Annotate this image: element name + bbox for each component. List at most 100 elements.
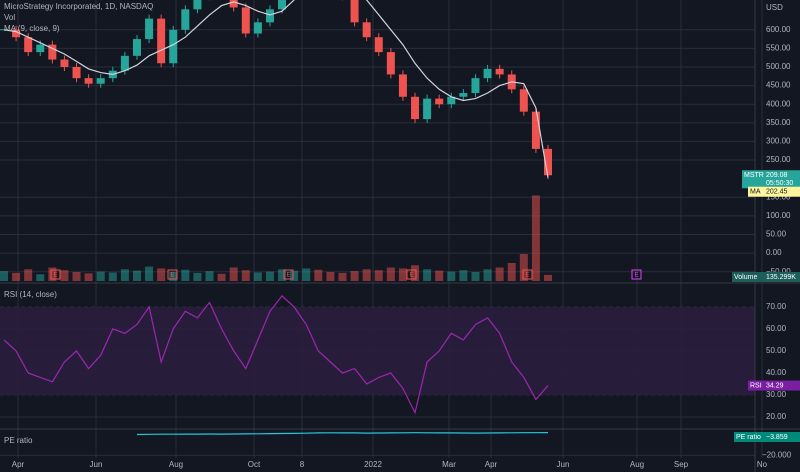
price-badge-name: MSTR [744, 172, 764, 179]
volume-bar [471, 272, 480, 281]
volume-bar [362, 269, 371, 281]
candle [423, 98, 432, 120]
volume-bar [36, 274, 45, 281]
volume-badge-value: 135.299K [766, 274, 796, 281]
candle [48, 44, 57, 60]
volume-bar [278, 269, 287, 281]
earnings-label: E [286, 273, 290, 279]
candle [374, 37, 383, 53]
x-tick-label: Oct [248, 460, 261, 469]
pe-title: PE ratio [4, 436, 33, 445]
y-tick-label: 0.00 [766, 248, 782, 257]
earnings-label: E [170, 273, 174, 279]
candle [12, 29, 21, 38]
volume-bar [108, 272, 117, 281]
candle [36, 44, 45, 53]
volume-bar [72, 272, 81, 281]
rsi-band [0, 307, 755, 395]
pe-badge-bg [734, 432, 800, 442]
y-tick-label: 450.00 [766, 81, 791, 90]
volume-bar [483, 269, 492, 281]
volume-bar [0, 271, 8, 281]
volume-bar [495, 267, 504, 281]
candle [471, 78, 480, 94]
rsi-badge-bg [748, 380, 800, 391]
x-tick-label: Sep [674, 460, 689, 469]
volume-bar [411, 265, 420, 281]
volume-bar [290, 270, 299, 281]
volume-bar [120, 269, 129, 281]
candle [193, 0, 202, 10]
pe-badge-value: −3.859 [766, 434, 788, 441]
rsi-title: RSI (14, close) [4, 290, 57, 299]
candle [544, 148, 552, 176]
candle [84, 78, 93, 84]
earnings-marker [50, 269, 61, 280]
volume-bar [459, 270, 468, 281]
earnings-marker [283, 269, 294, 280]
volume-bar [326, 272, 335, 281]
volume-bar [507, 263, 516, 281]
rsi-badge-value: 34.29 [766, 382, 784, 389]
price-badge-value: 209.08 [766, 172, 788, 179]
y-tick-label: 500.00 [766, 62, 791, 71]
volume-bar [132, 270, 141, 281]
pe-badge-name: PE ratio [736, 434, 761, 441]
rsi-tick-label: 50.00 [766, 346, 787, 355]
candle [531, 111, 540, 149]
candle [447, 96, 456, 105]
volume-bar [205, 271, 214, 281]
volume-bar [96, 271, 105, 281]
volume-bar [544, 274, 552, 281]
candle [96, 78, 105, 84]
earnings-marker [631, 269, 642, 280]
volume-bar [24, 269, 33, 281]
volume-bar [217, 273, 226, 281]
candle [24, 37, 33, 53]
earnings-label: E [409, 273, 413, 279]
volume-bar [314, 269, 323, 281]
rsi-tick-label: 70.00 [766, 302, 787, 311]
candle [459, 93, 468, 97]
y-tick-label: 400.00 [766, 99, 791, 108]
candle [398, 74, 407, 97]
pe-line [136, 432, 549, 436]
candle [519, 89, 528, 112]
rsi-tick-label: 30.00 [766, 390, 787, 399]
candle [60, 59, 69, 67]
y-tick-label: 250.00 [766, 155, 791, 164]
volume-bar [398, 268, 407, 281]
volume-bar [169, 272, 178, 281]
volume-bar [350, 271, 359, 281]
x-tick-label: Mar [442, 460, 456, 469]
volume-bar [181, 269, 190, 281]
earnings-marker [167, 269, 178, 280]
volume-bar [253, 272, 262, 281]
volume-label: Vol [4, 13, 15, 22]
pe-tick-label: −20.000 [762, 450, 792, 459]
y-tick-label: 350.00 [766, 118, 791, 127]
volume-badge-bg [732, 272, 800, 282]
rsi-tick-label: 60.00 [766, 324, 787, 333]
earnings-marker [406, 269, 417, 280]
earnings-marker [522, 269, 533, 280]
x-tick-label: 2022 [364, 460, 382, 469]
ma-label: MA (9, close, 9) [4, 24, 60, 33]
ma-badge-bg [748, 186, 800, 197]
y-tick-label: 50.00 [766, 230, 787, 239]
volume-bar [145, 266, 154, 281]
candle [157, 18, 166, 64]
x-tick-label: Jun [90, 460, 103, 469]
volume-bar [519, 254, 528, 281]
volume-bar [229, 267, 238, 281]
candle [386, 52, 395, 75]
candle [120, 55, 129, 71]
y-tick-label: 300.00 [766, 137, 791, 146]
earnings-label: E [525, 273, 529, 279]
ma-line [3, 0, 549, 178]
volume-badge-name: Volume [734, 274, 757, 281]
earnings-label: E [634, 273, 638, 279]
x-tick-label: Jun [557, 460, 570, 469]
